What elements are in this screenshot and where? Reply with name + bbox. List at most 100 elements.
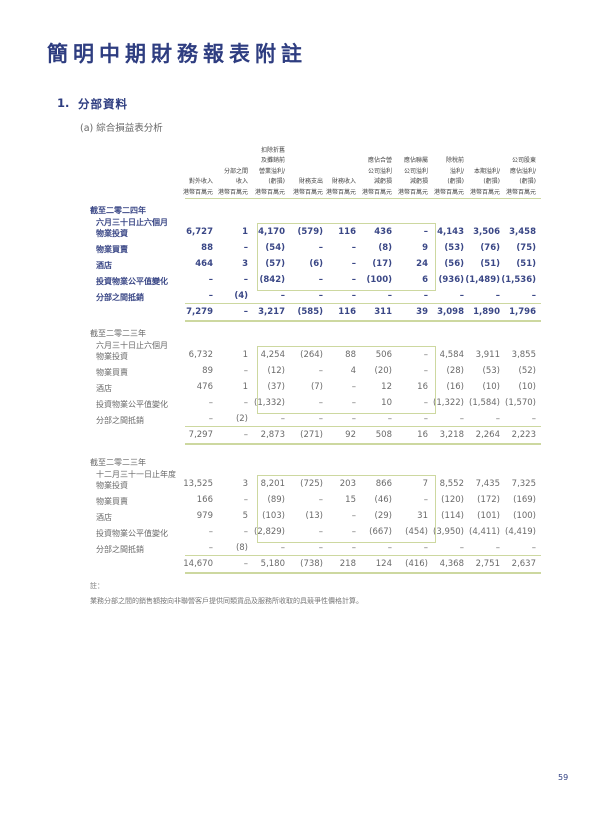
table-cell: 15 xyxy=(345,495,356,505)
table-cell: – xyxy=(423,227,428,237)
table-cell: 506 xyxy=(375,350,392,360)
table-cell: 89 xyxy=(202,366,213,376)
table-cell: (13) xyxy=(305,511,323,521)
table-cell: (454) xyxy=(405,527,428,537)
period-label: 截至二零二三年 xyxy=(90,458,146,467)
table-cell: – xyxy=(459,543,464,553)
table-cell: 3,506 xyxy=(473,227,500,237)
table-cell: – xyxy=(280,543,285,553)
table-cell: – xyxy=(351,543,356,553)
table-cell: 203 xyxy=(339,479,356,489)
table-cell: 88 xyxy=(201,243,213,253)
total-cell: 2,264 xyxy=(475,430,500,440)
total-bottom-rule xyxy=(185,443,541,445)
table-cell: – xyxy=(208,291,213,301)
column-header-line: 應佔聯屬 xyxy=(403,157,428,164)
table-cell: (1,536) xyxy=(501,275,536,285)
period-label: 六月三十日止六個月 xyxy=(96,341,168,350)
total-cell: (585) xyxy=(297,307,323,317)
table-cell: – xyxy=(351,398,356,408)
column-header-line: 減虧損 xyxy=(409,178,428,185)
table-cell: – xyxy=(423,398,428,408)
table-cell: (2) xyxy=(235,414,248,424)
table-cell: – xyxy=(423,543,428,553)
row-label: 物業買賣 xyxy=(96,368,128,377)
table-cell: (725) xyxy=(300,479,323,489)
table-cell: 12 xyxy=(381,382,392,392)
total-bottom-rule xyxy=(185,572,541,574)
table-cell: 4,584 xyxy=(439,350,464,360)
total-cell: 1,796 xyxy=(509,307,536,317)
table-cell: (10) xyxy=(482,382,500,392)
total-cell: 124 xyxy=(375,559,392,569)
column-header-line: 港幣百萬元 xyxy=(254,188,285,196)
column-header-line: (虧損) xyxy=(447,178,464,185)
table-cell: – xyxy=(280,414,285,424)
row-label: 物業投資 xyxy=(96,229,128,238)
table-cell: (29) xyxy=(374,511,392,521)
column-header: 應佔合營 公司溢利 減虧損 港幣百萬元 xyxy=(332,156,392,198)
table-cell: (4,411) xyxy=(469,527,500,537)
table-cell: (51) xyxy=(516,259,536,269)
row-label: 物業買賣 xyxy=(96,245,128,254)
table-cell: – xyxy=(495,414,500,424)
total-cell: 39 xyxy=(416,307,428,317)
period-label: 十二月三十一日止年度 xyxy=(96,470,176,479)
table-cell: – xyxy=(387,543,392,553)
table-cell: – xyxy=(459,414,464,424)
table-cell: (172) xyxy=(477,495,500,505)
table-cell: (842) xyxy=(259,275,285,285)
table-cell: – xyxy=(208,414,213,424)
column-header-line: 港幣百萬元 xyxy=(325,188,356,196)
column-header-line: 財務收入 xyxy=(331,178,356,185)
column-header-line: (虧損) xyxy=(483,178,500,185)
table-cell: 3,911 xyxy=(475,350,500,360)
column-header: 財務收入 港幣百萬元 xyxy=(296,177,356,198)
table-cell: 4 xyxy=(350,366,356,376)
row-label: 物業投資 xyxy=(96,352,128,361)
row-label: 分部之間抵銷 xyxy=(96,545,144,554)
period-label: 六月三十日止六個月 xyxy=(96,218,168,227)
table-cell: (8) xyxy=(378,243,392,253)
column-header-line: 港幣百萬元 xyxy=(469,188,500,196)
table-cell: 866 xyxy=(375,479,392,489)
table-cell: 3,458 xyxy=(509,227,536,237)
column-header-line: 公司溢利 xyxy=(367,167,392,175)
table-cell: 7,435 xyxy=(475,479,500,489)
total-cell: (271) xyxy=(300,430,323,440)
table-cell: 8,552 xyxy=(439,479,464,489)
column-header-line: 分部之間 xyxy=(223,167,248,175)
table-cell: – xyxy=(459,291,464,301)
total-cell: 2,637 xyxy=(511,559,536,569)
table-cell: – xyxy=(318,527,323,537)
table-cell: 8,201 xyxy=(260,479,285,489)
table-cell: (57) xyxy=(265,259,285,269)
table-cell: 5 xyxy=(242,511,248,521)
table-cell: 7,325 xyxy=(511,479,536,489)
table-cell: – xyxy=(243,366,248,376)
table-cell: (10) xyxy=(518,382,536,392)
column-header: 對外收入 港幣百萬元 xyxy=(153,177,213,198)
table-cell: 4,143 xyxy=(437,227,464,237)
table-cell: (4) xyxy=(234,291,248,301)
table-cell: – xyxy=(243,275,248,285)
table-cell: 1 xyxy=(242,227,248,237)
column-header-line: 應佔溢利/ xyxy=(509,167,536,175)
column-header-line: 港幣百萬元 xyxy=(505,188,536,196)
table-cell: – xyxy=(351,275,356,285)
column-header-line: 公司股東 xyxy=(511,157,536,164)
column-header-line: 扣除折舊 xyxy=(260,146,285,154)
row-label: 分部之間抵銷 xyxy=(96,416,144,425)
table-cell: 3 xyxy=(242,259,248,269)
table-cell: (4,419) xyxy=(505,527,536,537)
table-cell: – xyxy=(318,243,323,253)
column-header: 分部之間 收入 港幣百萬元 xyxy=(188,167,248,199)
column-header-line: (虧損) xyxy=(519,178,536,185)
total-cell: 3,217 xyxy=(258,307,285,317)
table-cell: (53) xyxy=(482,366,500,376)
section-number: 1. xyxy=(57,96,70,110)
table-cell: 6,727 xyxy=(186,227,213,237)
table-cell: – xyxy=(243,527,248,537)
table-cell: (20) xyxy=(374,366,392,376)
total-cell: 218 xyxy=(339,559,356,569)
